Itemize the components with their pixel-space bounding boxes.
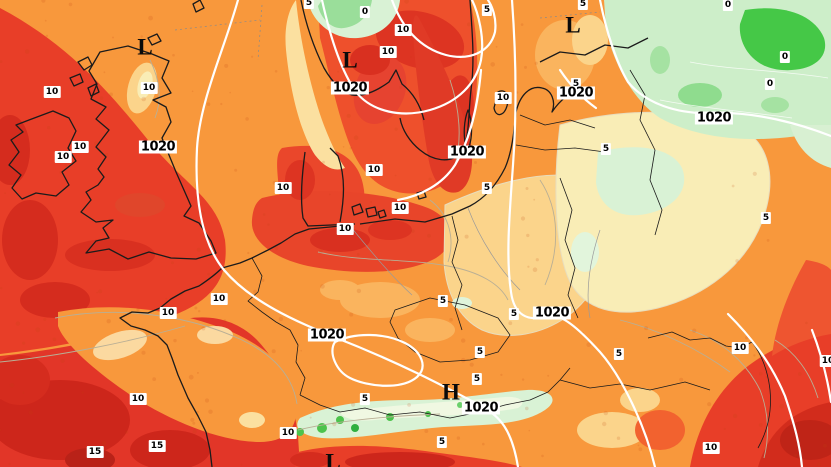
isobar-label: 1020 (307, 327, 347, 343)
temp-contour-label: 15 (86, 446, 104, 458)
isobar-label: 1020 (532, 305, 572, 321)
temp-contour-label: 5 (570, 78, 582, 90)
temp-contour-label: 10 (731, 342, 749, 354)
temp-contour-label: 5 (359, 393, 371, 405)
coastline-denmark (300, 147, 356, 227)
temp-contour-label: 15 (148, 440, 166, 452)
temp-contour-label: 5 (577, 0, 589, 10)
coastline-gotland (493, 90, 509, 116)
rivers (349, 207, 601, 319)
coastline-continental-north-sea (221, 224, 353, 269)
coastline-danish-isles (351, 190, 427, 219)
field-bright-green-blob (739, 8, 826, 71)
temp-contour-label: 5 (508, 308, 520, 320)
coastline-norway (300, 0, 425, 121)
isobar-label: 1020 (461, 400, 501, 416)
pressure-center-l: L (342, 47, 358, 73)
minor-contours (0, 59, 819, 459)
border-poland-east (559, 177, 579, 319)
coastline-hebrides (69, 0, 205, 97)
coastline-ireland (8, 110, 77, 200)
temp-contour-label: 5 (437, 295, 449, 307)
temp-contour-label: 10 (71, 141, 89, 153)
isobar-sweden-branch (396, 68, 483, 202)
temp-contour-label: 10 (365, 164, 383, 176)
field-red-edge-tongue (772, 260, 831, 356)
field-green-edge (790, 125, 831, 168)
isobar-label: 1020 (447, 144, 487, 160)
coastline-france-biscay (119, 267, 223, 467)
temp-contour-label: 5 (613, 348, 625, 360)
isobar-norway-loop (320, 0, 484, 115)
coastline-great-britain (80, 45, 217, 260)
country-borders (247, 69, 771, 449)
temp-contour-label: 10 (274, 182, 292, 194)
temp-contour-label: 10 (819, 355, 831, 367)
temp-contour-label: 0 (764, 78, 776, 90)
temp-contour-label: 0 (722, 0, 734, 11)
border-germany-east (451, 215, 463, 331)
temp-contour-label: 10 (379, 46, 397, 58)
border-hungary (559, 379, 711, 391)
field-green-norway (318, 0, 372, 29)
border-france-east (247, 257, 306, 396)
isobar-label: 1020 (556, 85, 596, 101)
sea-dashed-lines (174, 4, 601, 61)
coastline-finland-south (539, 37, 649, 63)
temp-contour-label: 10 (159, 307, 177, 319)
temp-contour-label: 10 (54, 151, 72, 163)
border-alps-austria (299, 367, 571, 419)
temp-contour-label: 10 (140, 82, 158, 94)
isobar-baltic-southeast (507, 0, 657, 467)
border-baltics (515, 69, 663, 236)
temp-contour-label: 10 (391, 202, 409, 214)
temp-contour-label: 5 (481, 4, 493, 16)
pressure-center-l: L (565, 12, 581, 38)
temp-contour-label: 10 (43, 86, 61, 98)
isobar-right-edge (810, 328, 831, 404)
rivers-northeast (659, 61, 829, 119)
temp-contour-label: 10 (336, 223, 354, 235)
border-romania (647, 331, 771, 449)
temp-contour-label: 5 (436, 436, 448, 448)
pressure-center-l: L (137, 34, 153, 60)
field-cream-norway (285, 0, 345, 170)
temp-contour-label: 0 (779, 51, 791, 63)
field-mint-baltics (596, 147, 685, 216)
temp-contour-label: 5 (303, 0, 315, 9)
temp-contour-label: 5 (471, 373, 483, 385)
temp-contour-label: 5 (600, 143, 612, 155)
temp-contour-label: 10 (129, 393, 147, 405)
pressure-center-l: L (325, 449, 341, 467)
temp-contour-label: 10 (494, 92, 512, 104)
isobar-label: 1020 (330, 80, 370, 96)
temp-contour-label: 5 (481, 182, 493, 194)
temp-contour-label: 0 (359, 6, 371, 18)
isobar-austria-loop (331, 333, 424, 387)
isobar-label: 1020 (694, 110, 734, 126)
temp-contour-label: 10 (394, 24, 412, 36)
temp-contour-label: 5 (474, 346, 486, 358)
pressure-center-h: H (442, 379, 460, 405)
isobar-northeast (598, 0, 831, 138)
isobar-label: 1020 (138, 139, 178, 155)
temp-contour-label: 10 (210, 293, 228, 305)
temp-contour-label: 10 (279, 427, 297, 439)
temp-contour-label: 5 (760, 212, 772, 224)
isobar-southeast-diagonal (726, 312, 804, 467)
temp-contour-label: 10 (702, 442, 720, 454)
